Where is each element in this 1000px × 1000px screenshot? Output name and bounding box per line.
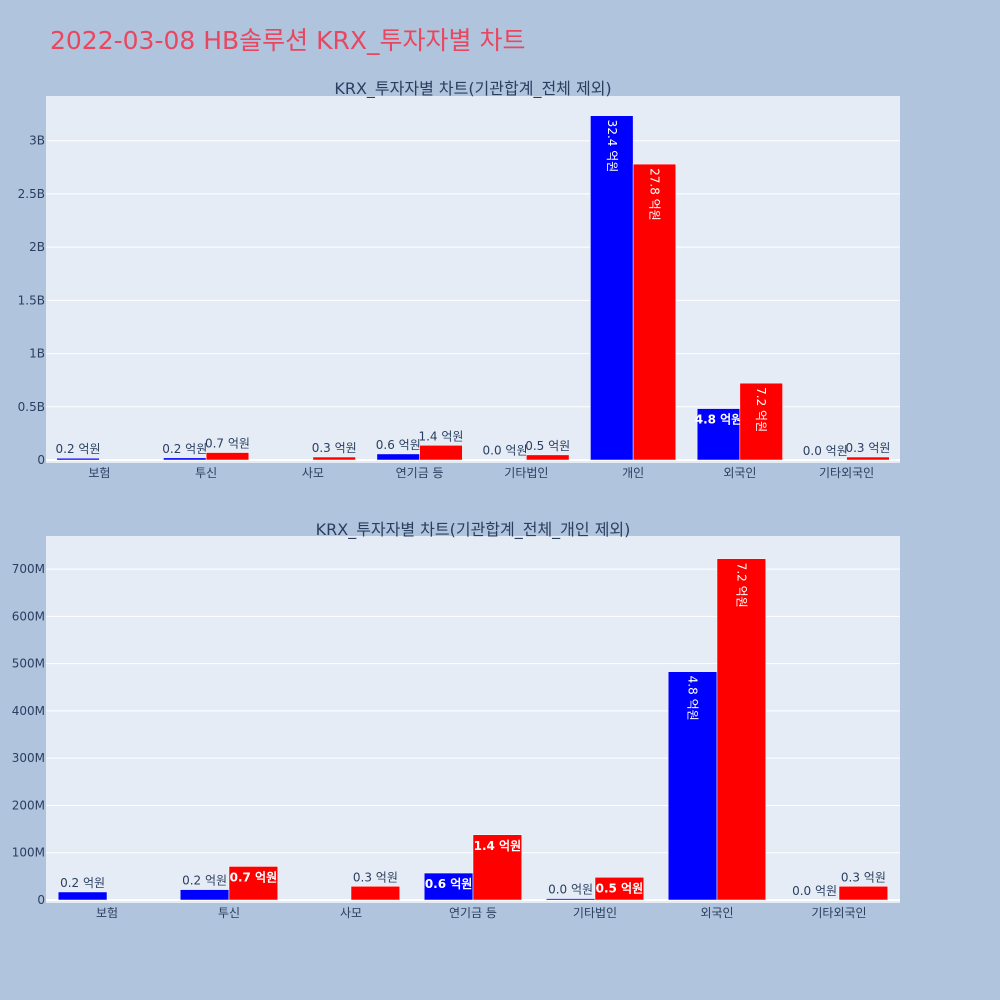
y-tick-label: 400M <box>12 704 45 718</box>
y-tick-label: 1.5B <box>18 293 45 307</box>
data-label: 7.2 억원 <box>734 563 748 608</box>
bar <box>696 408 741 461</box>
x-tick-label: 보험 <box>96 906 118 920</box>
x-tick-label: 사모 <box>340 906 362 920</box>
data-label: 0.0 억원 <box>483 444 528 458</box>
chart-title: KRX_투자자별 차트(기관합계_전체_개인 제외) <box>316 520 631 540</box>
data-label: 4.8 억원 <box>695 413 743 427</box>
data-label: 0.2 억원 <box>56 442 101 456</box>
chart-panel-investor-all: 0 0.5B 1B 1.5B 2B 2.5B 3B KRX_투자자별 차트(기관합계_전체 제… <box>18 79 900 480</box>
bar <box>632 163 677 461</box>
x-tick-label: 외국인 <box>700 906 733 920</box>
x-tick-label: 기타법인 <box>573 906 617 920</box>
y-tick-label: 1B <box>29 347 45 361</box>
y-tick-label: 500M <box>12 657 45 671</box>
bar <box>376 453 420 461</box>
data-label: 0.2 억원 <box>182 874 227 888</box>
x-tick-label: 개인 <box>622 466 644 480</box>
y-tick-label: 0.5B <box>18 400 45 414</box>
y-tick-label: 2B <box>29 240 45 254</box>
y-tick-label: 3B <box>29 134 45 148</box>
bar <box>163 457 207 461</box>
x-tick-label: 외국인 <box>723 466 756 480</box>
y-tick-label: 100M <box>12 846 45 860</box>
y-tick-label: 2.5B <box>18 187 45 201</box>
data-label: 32.4 억원 <box>605 120 619 173</box>
data-label: 0.0 억원 <box>792 884 837 898</box>
y-tick-label: 600M <box>12 609 45 623</box>
y-tick-label: 0 <box>37 453 45 467</box>
data-label: 7.2 억원 <box>754 387 768 432</box>
y-tick-label: 700M <box>12 562 45 576</box>
bar <box>594 877 645 901</box>
bar <box>526 454 570 461</box>
data-label: 27.8 억원 <box>647 168 661 221</box>
x-tick-label: 보험 <box>88 466 110 480</box>
data-label: 0.7 억원 <box>230 870 278 884</box>
bar <box>350 886 401 901</box>
data-label: 0.3 억원 <box>845 441 890 455</box>
data-label: 0.3 억원 <box>841 870 886 884</box>
bar <box>472 834 523 901</box>
bar <box>57 891 108 901</box>
chart-panel-investor-ex-individual: 0 100M 200M 300M 400M 500M 600M 700M KRX_투자자별 차트… <box>12 520 900 920</box>
bar <box>312 456 356 461</box>
bar <box>419 445 463 461</box>
bar <box>423 872 474 901</box>
data-label: 4.8 억원 <box>686 676 700 721</box>
x-tick-label: 기타법인 <box>504 466 548 480</box>
bar <box>590 115 634 461</box>
x-tick-label: 기타외국인 <box>811 906 866 920</box>
bar <box>228 866 279 901</box>
data-label: 0.6 억원 <box>376 438 421 452</box>
data-label: 0.7 억원 <box>205 437 250 451</box>
x-tick-label: 기타외국인 <box>819 466 874 480</box>
data-label: 1.4 억원 <box>418 429 463 443</box>
bar <box>205 452 250 461</box>
data-label: 0.0 억원 <box>803 444 848 458</box>
y-tick-label: 0 <box>37 893 45 907</box>
data-label: 0.3 억원 <box>312 441 357 455</box>
data-label: 0.3 억원 <box>353 870 398 884</box>
data-label: 0.5 억원 <box>525 439 570 453</box>
x-tick-label: 연기금 등 <box>396 466 444 480</box>
data-label: 0.0 억원 <box>548 883 593 897</box>
bar <box>179 889 230 901</box>
bar <box>56 457 100 461</box>
figure-title: 2022-03-08 HB솔루션 KRX_투자자별 차트 <box>50 26 525 55</box>
y-tick-label: 300M <box>12 751 45 765</box>
x-tick-label: 투신 <box>195 466 217 480</box>
y-tick-label: 200M <box>12 798 45 812</box>
data-label: 0.2 억원 <box>60 876 105 890</box>
data-label: 1.4 억원 <box>474 839 522 853</box>
data-label: 0.6 억원 <box>425 877 473 891</box>
bar <box>846 456 890 461</box>
x-tick-label: 투신 <box>218 906 240 920</box>
x-tick-label: 연기금 등 <box>449 906 497 920</box>
bar <box>667 671 718 901</box>
bar <box>545 898 596 901</box>
bar <box>716 558 767 901</box>
data-label: 0.2 억원 <box>162 442 207 456</box>
x-tick-label: 사모 <box>302 466 324 480</box>
data-label: 0.5 억원 <box>596 881 644 895</box>
bar <box>838 886 889 901</box>
chart-title: KRX_투자자별 차트(기관합계_전체 제외) <box>334 79 611 99</box>
bar <box>739 382 783 461</box>
